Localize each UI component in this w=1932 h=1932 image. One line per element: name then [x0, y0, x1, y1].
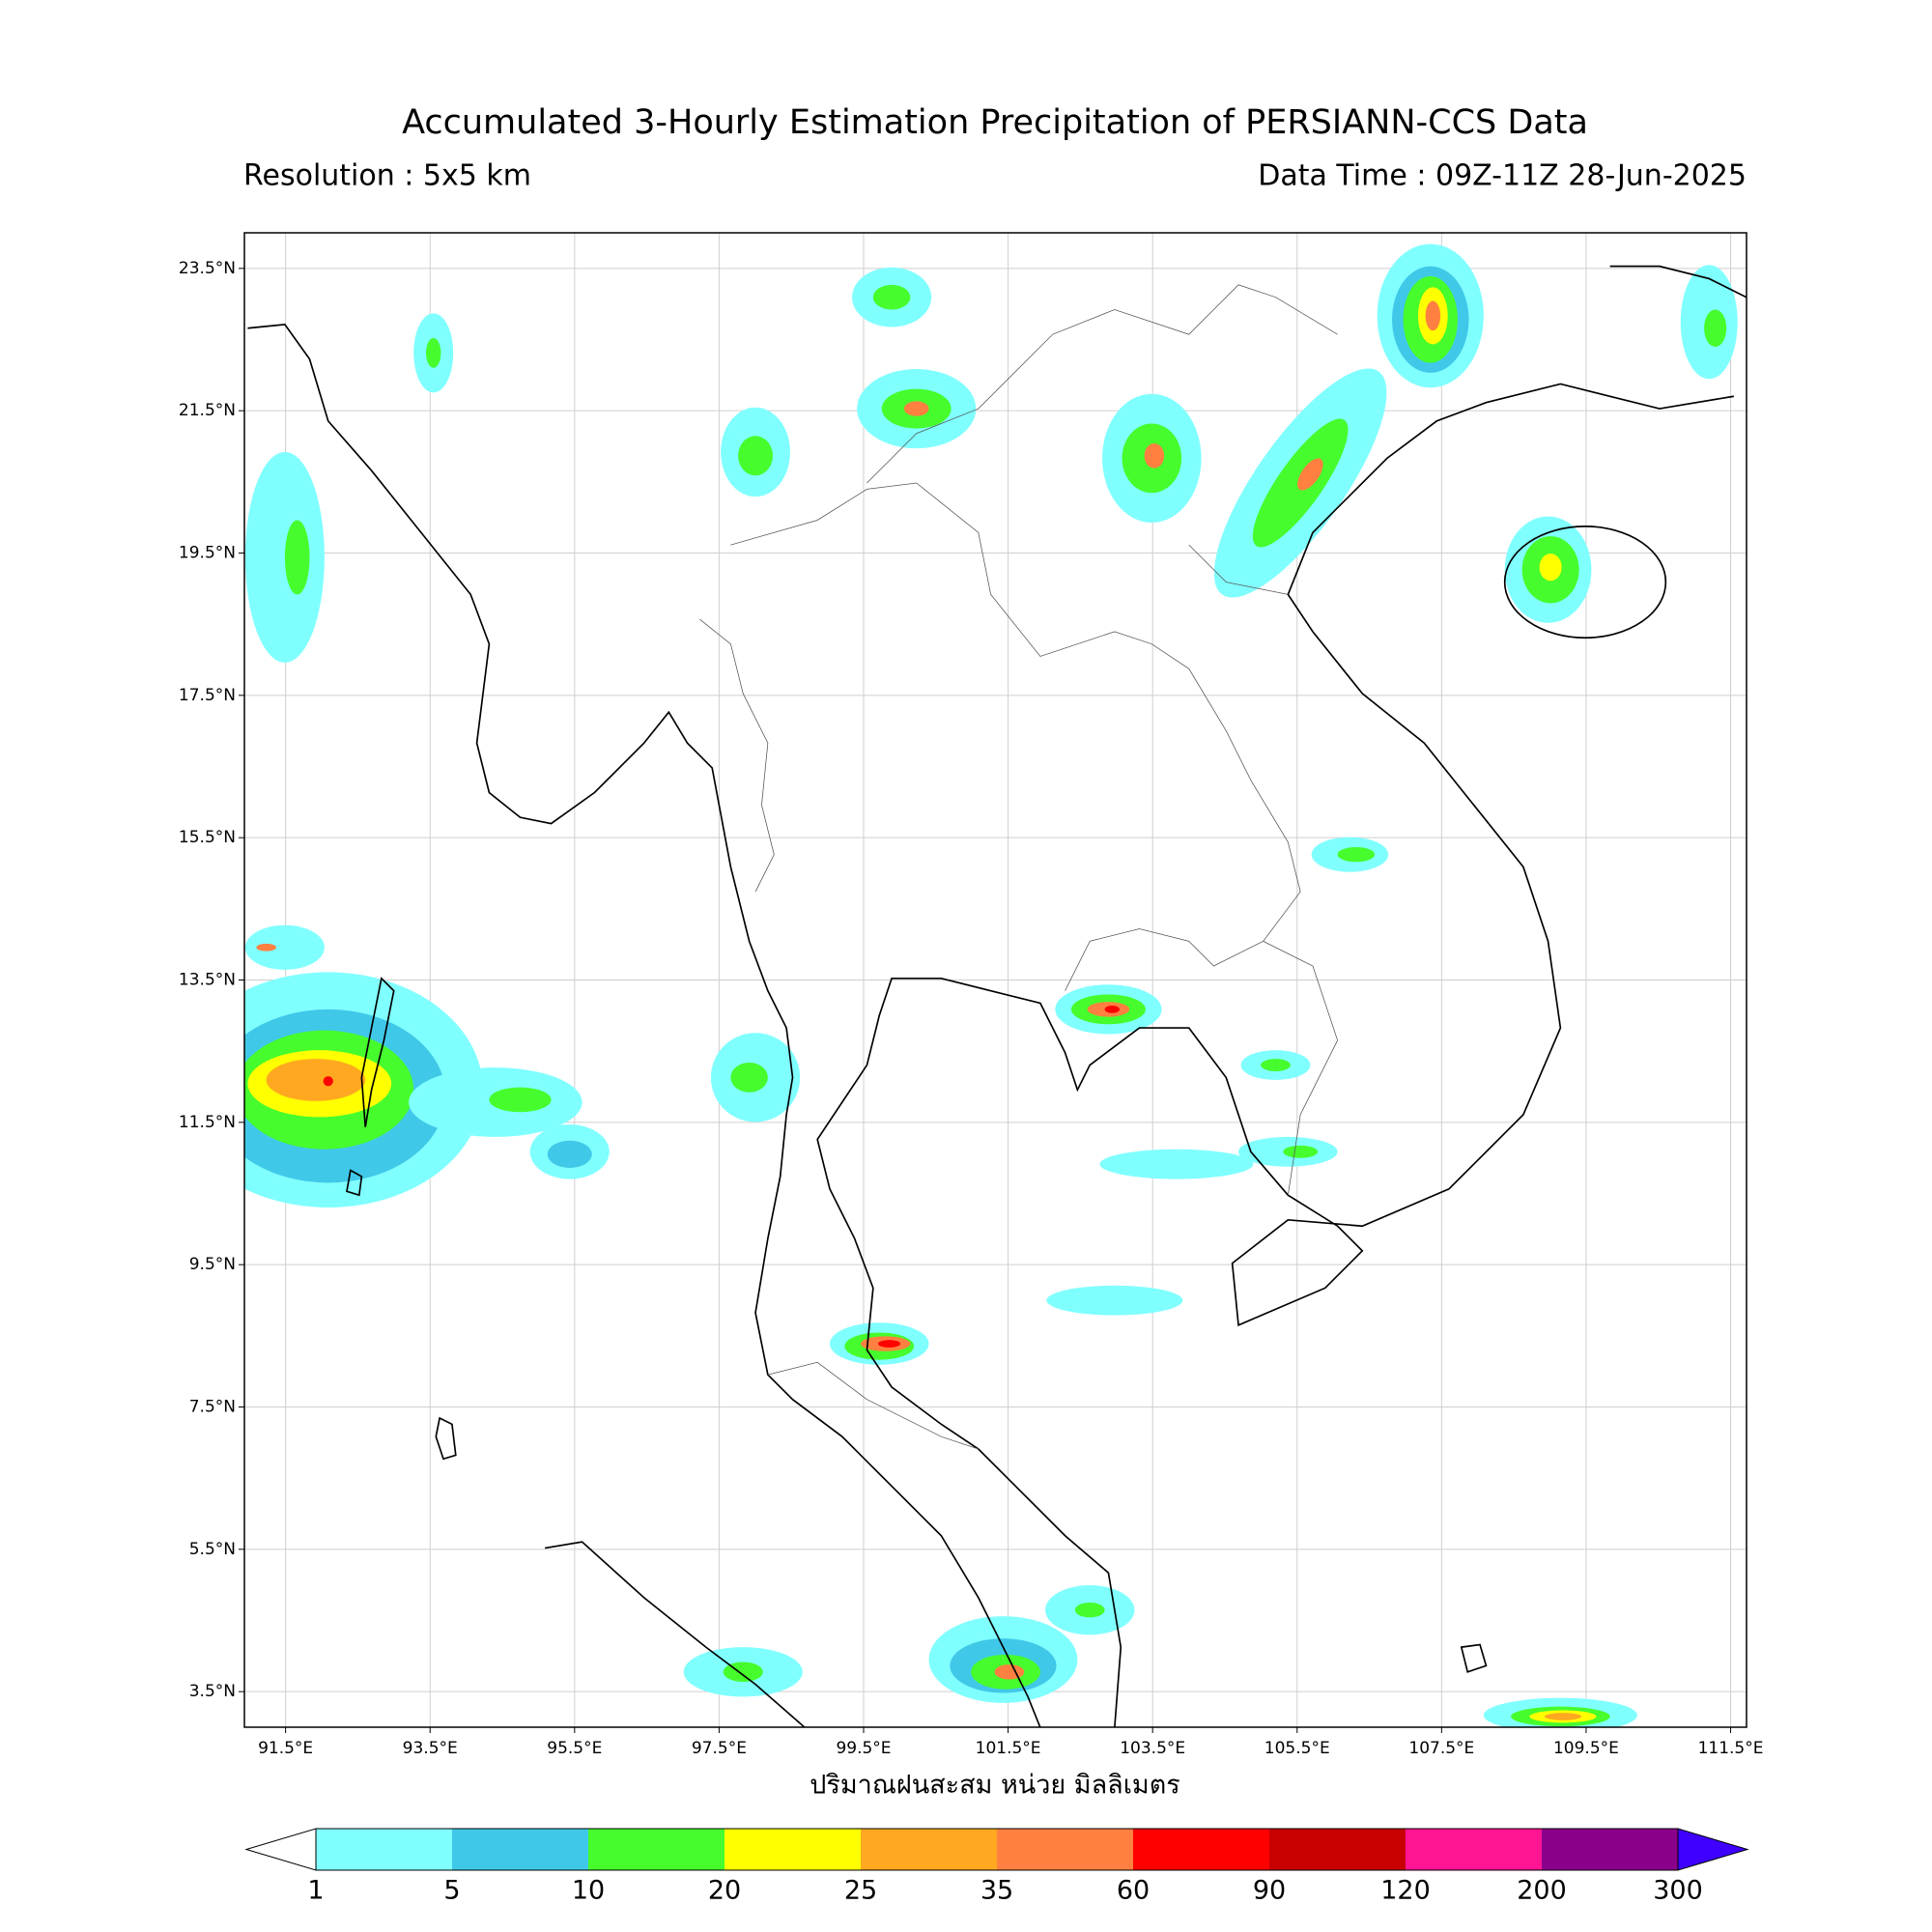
colorbar-over: [1677, 1828, 1749, 1871]
rain-area: [738, 436, 773, 476]
y-tick-label: 5.5°N: [189, 1540, 236, 1559]
colorbar-label: 25: [844, 1876, 877, 1906]
border: [1263, 941, 1339, 1196]
y-tick-label: 19.5°N: [179, 544, 236, 563]
rain-field: [244, 243, 1747, 1727]
x-tick-label: 99.5°E: [836, 1739, 891, 1758]
colorbar-label: 20: [708, 1876, 741, 1906]
rain-area: [1261, 1059, 1291, 1071]
x-tick-label: 109.5°E: [1553, 1739, 1619, 1758]
rain-area: [489, 1087, 552, 1113]
border: [730, 482, 1301, 991]
colorbar-label: 35: [980, 1876, 1013, 1906]
data-time: Data Time : 09Z-11Z 28-Jun-2025: [1258, 159, 1747, 193]
colorbar-segment: [1542, 1829, 1678, 1870]
x-tick-label: 95.5°E: [547, 1739, 602, 1758]
colorbar-label: 300: [1653, 1876, 1703, 1906]
island: [1460, 1643, 1488, 1673]
y-tick-label: 17.5°N: [179, 686, 236, 705]
colorbar: 1 5 10 20 25 35 60 90 120 200 300: [244, 1828, 1749, 1906]
colorbar-under: [244, 1828, 317, 1871]
rain-area: [872, 284, 911, 310]
x-tick-label: 107.5°E: [1408, 1739, 1474, 1758]
border: [867, 284, 1338, 484]
rain-area: [323, 1076, 333, 1087]
rain-area: [903, 401, 929, 416]
rain-area: [1704, 309, 1727, 347]
y-tick-label: 23.5°N: [179, 259, 236, 278]
colorbar-label: 1: [307, 1876, 324, 1906]
rain-area: [1337, 846, 1376, 863]
rain-area: [1104, 1006, 1120, 1013]
island: [360, 977, 395, 1127]
rain-area: [1425, 300, 1441, 331]
rain-area: [1283, 1145, 1319, 1158]
island: [1503, 526, 1667, 639]
x-tick-label: 91.5°E: [258, 1739, 313, 1758]
colorbar-label: 120: [1380, 1876, 1431, 1906]
rain-area: [730, 1062, 768, 1093]
rain-area: [994, 1664, 1025, 1680]
rain-area: [1544, 1713, 1582, 1720]
y-tick-label: 3.5°N: [189, 1682, 236, 1701]
map-layer: [244, 243, 1747, 1727]
rain-area: [877, 1340, 901, 1348]
coastline: [816, 383, 1735, 1727]
colorbar-segment: [997, 1829, 1133, 1870]
rain-area: [1144, 442, 1165, 469]
x-tick-label: 103.5°E: [1120, 1739, 1185, 1758]
y-tick-label: 13.5°N: [179, 971, 236, 990]
colorbar-label: 200: [1517, 1876, 1567, 1906]
y-tick-label: 7.5°N: [189, 1398, 236, 1417]
colorbar-segment: [1133, 1829, 1269, 1870]
x-tick-label: 105.5°E: [1264, 1739, 1330, 1758]
rain-area: [547, 1140, 592, 1168]
rain-area: [284, 520, 310, 595]
colorbar-segment: [588, 1829, 724, 1870]
y-tick-label: 11.5°N: [179, 1113, 236, 1132]
rain-area: [266, 1059, 366, 1101]
colorbar-label: 5: [443, 1876, 460, 1906]
y-tick-label: 9.5°N: [189, 1255, 236, 1274]
rain-area: [1099, 1149, 1254, 1179]
island: [346, 1169, 363, 1197]
rain-area: [1046, 1285, 1183, 1316]
colorbar-segment: [1269, 1829, 1406, 1870]
colorbar-segment: [861, 1829, 997, 1870]
border: [699, 618, 775, 893]
colorbar-segment: [452, 1829, 588, 1870]
rain-area: [244, 451, 325, 663]
axes: 91.5°E 93.5°E 95.5°E 97.5°E 99.5°E 101.5°E 103…: [179, 259, 1764, 1758]
coastline: [247, 324, 1041, 1727]
rain-area: [1297, 458, 1323, 491]
colorbar-label: 10: [572, 1876, 605, 1906]
border: [767, 1361, 979, 1450]
colorbar-segment: [1406, 1829, 1542, 1870]
grid: [244, 233, 1747, 1727]
x-tick-label: 97.5°E: [692, 1739, 747, 1758]
y-tick-label: 21.5°N: [179, 401, 236, 420]
x-tick-label: 93.5°E: [403, 1739, 458, 1758]
rain-area: [244, 924, 325, 970]
y-tick-label: 15.5°N: [179, 828, 236, 847]
colorbar-segment: [316, 1829, 452, 1870]
border: [1188, 544, 1289, 595]
colorbar-label: 90: [1253, 1876, 1286, 1906]
coastline: [1609, 265, 1747, 298]
colorbar-segment: [724, 1829, 861, 1870]
colorbar-label: 60: [1117, 1876, 1150, 1906]
x-tick-label: 111.5°E: [1698, 1739, 1764, 1758]
rain-area: [426, 337, 441, 368]
resolution: Resolution : 5x5 km: [243, 159, 531, 193]
title: Accumulated 3-Hourly Estimation Precipit…: [402, 103, 1588, 142]
x-axis-label: ปริมาณฝนสะสม หน่วย มิลลิเมตร: [810, 1771, 1180, 1801]
rain-area: [256, 943, 276, 952]
colorbar-frame: [315, 1828, 1679, 1871]
coastline: [544, 1541, 806, 1727]
x-tick-label: 101.5°E: [976, 1739, 1041, 1758]
rain-area: [1074, 1602, 1105, 1618]
rain-area: [1539, 554, 1562, 582]
island: [435, 1416, 457, 1461]
